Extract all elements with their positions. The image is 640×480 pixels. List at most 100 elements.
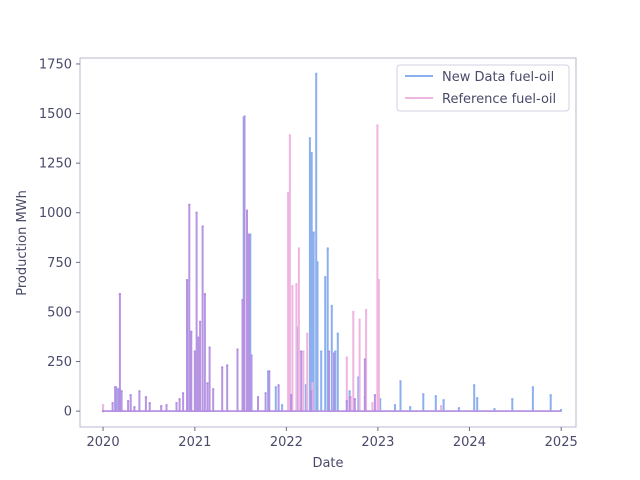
data-point — [377, 278, 381, 282]
data-point — [175, 401, 178, 405]
data-point — [245, 209, 249, 212]
data-point — [111, 401, 114, 405]
data-point — [422, 393, 425, 396]
data-point — [373, 394, 377, 397]
y-tick-label: 1000 — [39, 206, 72, 221]
y-tick-label: 1250 — [39, 157, 72, 172]
series-layer — [101, 72, 563, 413]
data-point — [393, 403, 397, 407]
legend-label-new-data: New Data fuel-oil — [442, 70, 554, 85]
data-point — [197, 336, 200, 339]
x-axis-label: Date — [312, 456, 343, 471]
data-point — [345, 400, 349, 403]
y-tick-label: 0 — [64, 405, 72, 420]
data-point — [345, 356, 349, 359]
data-point — [118, 292, 122, 296]
legend-label-reference: Reference fuel-oil — [442, 92, 556, 107]
data-point — [493, 407, 496, 411]
data-point — [148, 401, 151, 405]
x-tick-label: 2020 — [87, 435, 120, 450]
data-point — [126, 400, 130, 403]
data-point — [133, 405, 136, 409]
data-point — [101, 409, 105, 413]
y-axis: 0 250 500 750 1000 1250 1500 1750 — [39, 57, 80, 420]
data-point — [144, 396, 148, 399]
data-point — [181, 392, 185, 395]
series-line — [102, 124, 443, 413]
data-point — [201, 225, 204, 228]
data-point — [308, 137, 312, 140]
data-point — [288, 134, 292, 137]
data-point — [332, 352, 336, 355]
data-point — [289, 394, 293, 397]
data-point — [165, 403, 168, 407]
x-tick-label: 2025 — [545, 435, 578, 450]
x-tick-label: 2023 — [361, 435, 394, 450]
data-point — [310, 152, 313, 155]
data-point — [457, 406, 461, 410]
data-point — [256, 396, 260, 399]
y-tick-label: 750 — [47, 256, 72, 271]
data-point — [399, 380, 402, 383]
data-point — [309, 390, 313, 393]
data-point — [330, 304, 333, 308]
data-point — [113, 386, 117, 389]
y-tick-label: 500 — [47, 305, 72, 320]
data-point — [243, 115, 246, 118]
data-point — [268, 370, 271, 373]
legend-box — [396, 64, 570, 112]
x-tick-label: 2024 — [453, 435, 486, 450]
data-point — [208, 346, 211, 349]
data-point — [358, 318, 361, 322]
data-point — [120, 390, 123, 393]
y-tick-label: 1750 — [39, 57, 72, 72]
data-point — [305, 332, 309, 335]
data-point — [193, 350, 197, 353]
data-point — [352, 310, 355, 314]
data-point — [190, 330, 193, 333]
data-point — [348, 396, 351, 399]
data-point — [531, 386, 535, 389]
data-point — [241, 298, 244, 302]
data-point — [250, 354, 253, 357]
data-point — [220, 366, 224, 369]
data-point — [211, 388, 215, 391]
data-point — [277, 384, 280, 387]
data-point — [363, 358, 367, 361]
data-point — [302, 350, 305, 353]
data-point — [188, 203, 191, 207]
data-point — [178, 398, 181, 401]
data-point — [376, 124, 379, 127]
data-point — [280, 403, 284, 407]
y-axis-label: Production MWh — [15, 190, 30, 296]
data-point — [348, 390, 351, 393]
data-point — [286, 191, 290, 195]
data-point — [434, 395, 438, 398]
y-tick-label: 250 — [47, 355, 72, 370]
data-point — [225, 364, 229, 367]
data-point — [203, 292, 207, 296]
data-point — [297, 247, 301, 250]
data-point — [312, 231, 315, 234]
data-point — [334, 350, 337, 353]
data-point — [549, 394, 552, 397]
data-point — [442, 399, 445, 402]
data-point — [138, 390, 141, 393]
data-point — [299, 350, 303, 353]
data-point — [206, 382, 209, 385]
data-point — [439, 404, 443, 408]
data-point — [472, 384, 476, 387]
x-tick-label: 2021 — [178, 435, 211, 450]
data-point — [371, 401, 374, 405]
x-axis: 2020 2021 2022 2023 2024 2025 — [87, 427, 578, 450]
legend: New Data fuel-oil Reference fuel-oil — [396, 64, 570, 112]
data-point — [274, 386, 278, 389]
data-point — [160, 404, 163, 408]
series-line — [102, 72, 562, 413]
data-point — [236, 348, 239, 351]
data-point — [336, 332, 339, 335]
x-tick-label: 2022 — [270, 435, 303, 450]
data-point — [101, 403, 105, 407]
data-point — [129, 394, 132, 397]
